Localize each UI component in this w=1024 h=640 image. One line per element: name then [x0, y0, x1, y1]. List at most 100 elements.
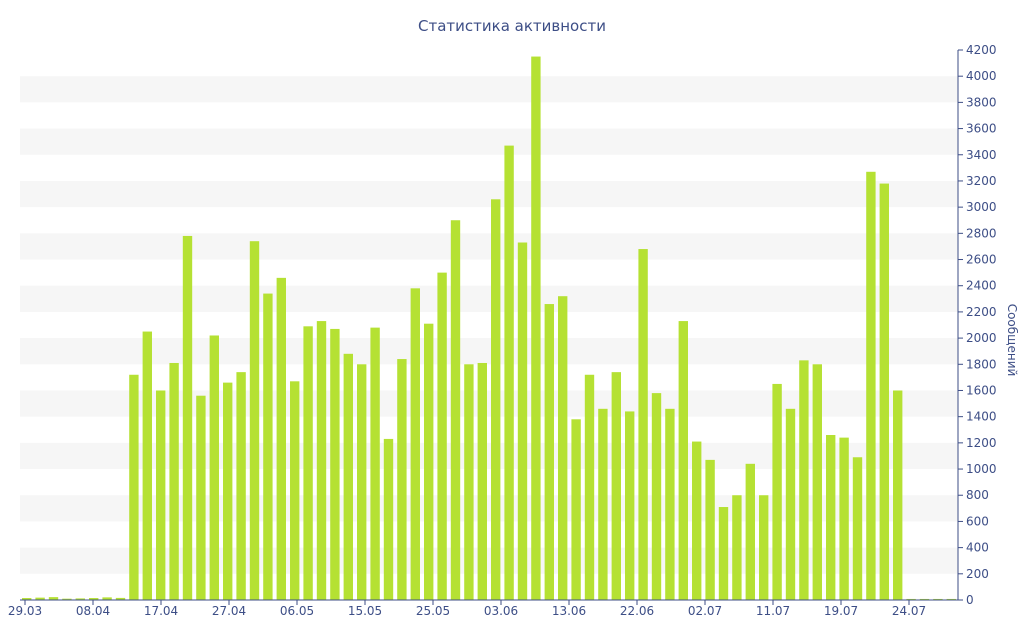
- x-tick-label: 06.05: [280, 604, 314, 618]
- grid-band: [20, 233, 958, 260]
- bar: [906, 598, 916, 600]
- bar: [48, 597, 59, 600]
- y-tick-label: 400: [966, 541, 989, 555]
- y-tick-label: 2200: [966, 305, 997, 319]
- x-tick-label: 02.07: [688, 604, 722, 618]
- bar: [531, 56, 541, 601]
- bar: [102, 597, 112, 600]
- grid-band: [20, 76, 958, 103]
- bar: [89, 598, 99, 600]
- bar: [785, 408, 796, 600]
- bar: [249, 241, 260, 600]
- bar: [839, 437, 849, 600]
- bar: [276, 277, 286, 600]
- y-tick-label: 1600: [966, 383, 997, 397]
- bar: [692, 441, 702, 600]
- bar: [799, 360, 809, 600]
- bar: [638, 249, 648, 601]
- y-tick-label: 1000: [966, 462, 997, 476]
- bar: [383, 438, 394, 600]
- bar: [303, 326, 313, 600]
- bar: [62, 598, 72, 600]
- bar: [893, 390, 903, 600]
- bar: [464, 364, 474, 600]
- bar: [651, 393, 662, 600]
- x-tick-label: 19.07: [824, 604, 858, 618]
- grid-band: [20, 338, 958, 365]
- bar: [571, 419, 581, 600]
- bar: [437, 272, 447, 600]
- y-tick-label: 200: [966, 567, 989, 581]
- bar-series: [22, 56, 956, 601]
- bar: [410, 288, 420, 600]
- x-tick-label: 29.03: [8, 604, 42, 618]
- bar: [745, 463, 755, 600]
- bar: [263, 293, 273, 600]
- bar: [517, 242, 528, 600]
- bar: [772, 383, 782, 600]
- bar: [142, 331, 152, 600]
- bar: [625, 411, 635, 600]
- bar: [866, 171, 876, 601]
- y-axis-ticks: 0 200 400 600 800 1000 1200 1400 1600 1800 2000 220…: [958, 43, 997, 607]
- bar: [35, 597, 45, 600]
- y-tick-label: 3800: [966, 95, 997, 109]
- bar: [812, 364, 822, 600]
- x-tick-label: 13.06: [552, 604, 586, 618]
- bar: [759, 495, 769, 600]
- bar: [504, 145, 514, 600]
- bar: [665, 408, 675, 600]
- bar: [611, 372, 621, 600]
- bar: [196, 395, 206, 600]
- y-tick-label: 800: [966, 488, 989, 502]
- bar: [424, 323, 434, 600]
- bar: [223, 382, 233, 600]
- grid-band: [20, 128, 958, 155]
- bar: [182, 235, 193, 600]
- x-tick-label: 17.04: [144, 604, 178, 618]
- bar: [330, 328, 340, 600]
- bar: [75, 598, 85, 600]
- bar: [22, 598, 32, 600]
- x-tick-label: 08.04: [76, 604, 110, 618]
- chart-title: Статистика активности: [418, 17, 606, 35]
- bar: [450, 220, 461, 601]
- grid-band: [20, 180, 958, 208]
- bar: [826, 435, 836, 600]
- y-axis-title: Сообщений: [1005, 304, 1019, 377]
- bar: [491, 199, 501, 601]
- grid-band: [20, 285, 958, 312]
- bar: [290, 381, 300, 600]
- y-tick-label: 2600: [966, 253, 997, 267]
- y-tick-label: 3000: [966, 200, 997, 214]
- x-tick-label: 25.05: [416, 604, 450, 618]
- x-tick-label: 24.07: [892, 604, 926, 618]
- y-tick-label: 4200: [966, 43, 997, 57]
- bar: [129, 374, 139, 600]
- bar: [236, 372, 246, 600]
- bar: [357, 364, 367, 600]
- x-tick-label: 15.05: [348, 604, 382, 618]
- bar: [370, 327, 380, 600]
- bar: [477, 362, 487, 600]
- bar: [933, 598, 943, 600]
- x-tick-label: 11.07: [756, 604, 790, 618]
- y-tick-label: 2800: [966, 226, 997, 240]
- y-tick-label: 1800: [966, 357, 997, 371]
- bar: [705, 459, 715, 600]
- bar: [115, 597, 126, 600]
- bar: [343, 353, 353, 600]
- bar: [316, 321, 327, 600]
- bar: [156, 390, 166, 600]
- bar: [558, 296, 568, 600]
- x-tick-label: 27.04: [212, 604, 246, 618]
- bar: [732, 495, 742, 600]
- y-tick-label: 2000: [966, 331, 997, 345]
- bar: [718, 507, 729, 600]
- y-tick-label: 600: [966, 514, 989, 528]
- bar: [879, 183, 889, 600]
- bar: [397, 359, 407, 600]
- y-tick-label: 3400: [966, 148, 997, 162]
- bar: [209, 335, 219, 600]
